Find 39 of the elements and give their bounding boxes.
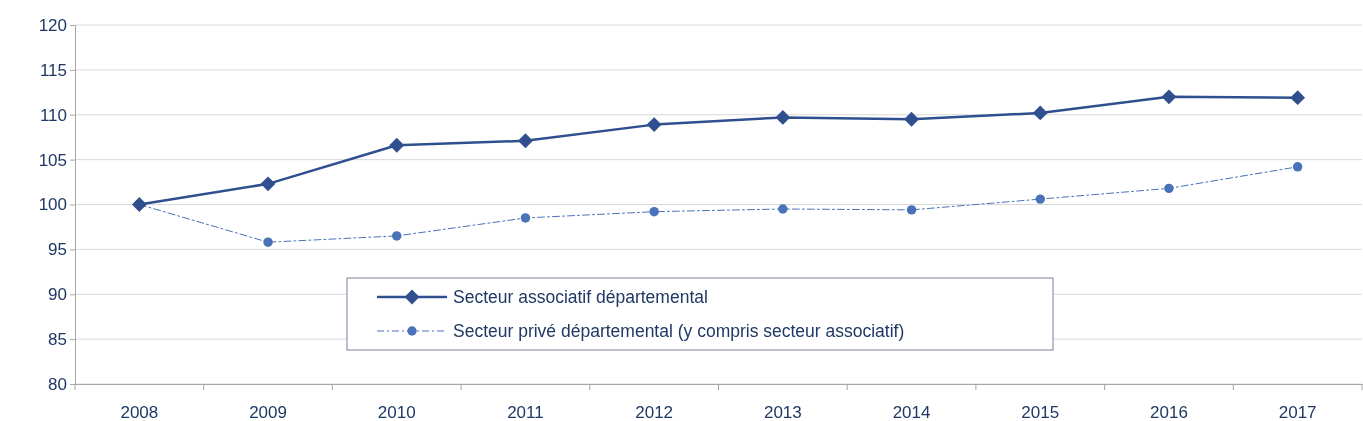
x-tick-label: 2014 [892,403,931,421]
point [646,117,662,133]
point [904,111,919,127]
legend-label: Secteur privé départemental (y compris secteur associatif) [453,321,905,341]
x-tick-label: 2008 [120,403,159,421]
x-tick-label: 2010 [377,403,416,421]
x-tick-label: 2009 [249,403,287,421]
legend-label: Secteur associatif départemental [453,287,708,307]
point [260,176,276,192]
y-tick-label: 80 [48,374,67,394]
point [1290,90,1306,106]
x-tick-label: 2013 [763,403,802,421]
point [775,110,791,125]
y-tick-label: 85 [48,330,67,350]
point [1032,105,1048,121]
point [1292,162,1303,172]
point [906,205,917,215]
point [518,133,533,149]
y-tick-label: 100 [38,195,67,215]
point [1164,183,1174,194]
point [1035,194,1045,204]
x-tick-label: 2012 [635,403,674,421]
y-tick-label: 115 [39,60,67,80]
y-tick-label: 110 [39,105,67,125]
point [520,213,531,223]
x-tick-label: 2017 [1278,403,1317,421]
y-tick-label: 95 [48,240,67,260]
y-tick-label: 90 [48,285,67,305]
y-tick-label: 120 [38,15,67,35]
point [778,204,788,214]
y-tick-label: 105 [38,150,67,170]
point [389,137,405,153]
point [392,231,402,241]
point [263,237,273,247]
point [1161,89,1177,105]
x-tick-label: 2011 [507,403,544,421]
point [649,206,659,217]
x-tick-label: 2015 [1021,403,1060,421]
x-tick-label: 2016 [1150,403,1188,421]
